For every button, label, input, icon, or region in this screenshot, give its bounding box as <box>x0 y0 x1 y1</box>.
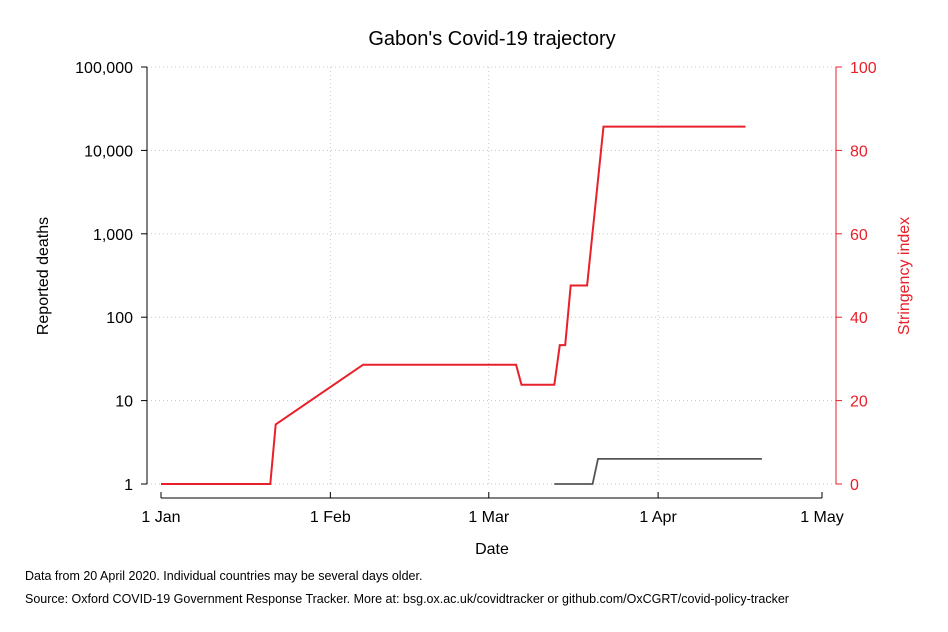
x-tick-label: 1 Feb <box>310 509 351 526</box>
right-tick-label: 20 <box>850 394 868 411</box>
x-axis-label: Date <box>475 541 509 558</box>
series-group <box>161 125 762 485</box>
x-tick-label: 1 Jan <box>141 509 180 526</box>
x-axis-ticks: 1 Jan 1 Feb 1 Mar 1 Apr 1 May <box>141 492 844 526</box>
left-tick-label: 1 <box>124 477 133 494</box>
left-tick-label: 100 <box>106 310 133 327</box>
y-axis-left-label: Reported deaths <box>35 217 52 335</box>
x-tick-label: 1 Mar <box>468 509 510 526</box>
right-tick-label: 80 <box>850 143 868 160</box>
series-line-stringency <box>161 125 746 485</box>
x-tick-label: 1 Apr <box>639 509 677 526</box>
y-axis-right-label: Stringency index <box>896 217 913 335</box>
right-tick-label: 60 <box>850 227 868 244</box>
right-tick-label: 40 <box>850 310 868 327</box>
x-tick-label: 1 May <box>800 509 844 526</box>
left-tick-label: 10,000 <box>84 143 133 160</box>
grid <box>147 66 836 485</box>
left-tick-label: 10 <box>115 394 133 411</box>
chart-title: Gabon's Covid-19 trajectory <box>368 28 615 50</box>
chart: Gabon's Covid-19 trajectory 1101001,0001… <box>35 28 913 558</box>
left-tick-label: 100,000 <box>75 60 133 77</box>
left-tick-label: 1,000 <box>93 227 133 244</box>
series-line-deaths <box>554 457 762 485</box>
footnote-source: Source: Oxford COVID-19 Government Respo… <box>25 592 789 606</box>
right-tick-label: 100 <box>850 60 877 77</box>
footnote-data-date: Data from 20 April 2020. Individual coun… <box>25 569 423 583</box>
axes <box>146 67 837 499</box>
left-axis-ticks: 1 10 100 1,000 10,000 100,000 <box>75 60 147 494</box>
right-tick-label: 0 <box>850 477 859 494</box>
right-axis-ticks: 0 20 40 60 80 100 <box>836 60 877 494</box>
